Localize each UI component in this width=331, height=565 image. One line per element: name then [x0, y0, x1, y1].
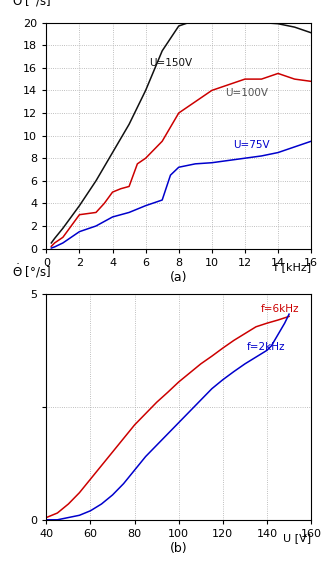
Text: U=100V: U=100V	[225, 88, 268, 98]
Text: f [kHz]: f [kHz]	[274, 262, 311, 272]
Text: f=6kHz: f=6kHz	[260, 304, 299, 314]
Text: U=150V: U=150V	[149, 58, 192, 68]
Text: $\dot{\Theta}$ [°/s]: $\dot{\Theta}$ [°/s]	[12, 263, 51, 280]
Text: U=75V: U=75V	[233, 140, 270, 150]
Text: f=2kHz: f=2kHz	[247, 342, 286, 353]
Text: (b): (b)	[170, 542, 188, 555]
Text: (a): (a)	[170, 271, 187, 284]
Text: U [V]: U [V]	[283, 533, 311, 544]
Text: $\dot{\Theta}$ [°/s]: $\dot{\Theta}$ [°/s]	[12, 0, 51, 9]
